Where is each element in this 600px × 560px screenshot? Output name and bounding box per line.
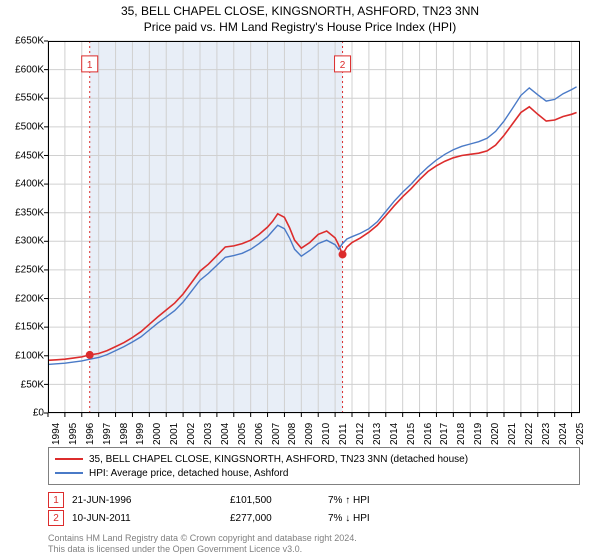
x-axis-tick-label: 2009 [304, 423, 315, 445]
y-axis-tick-label: £550K [0, 93, 44, 104]
license-text: Contains HM Land Registry data © Crown c… [48, 533, 568, 556]
x-axis-tick-label: 2011 [338, 424, 349, 446]
event-price: £101,500 [230, 495, 320, 506]
y-axis-tick-label: £250K [0, 265, 44, 276]
x-axis-tick-label: 1998 [119, 423, 130, 445]
legend-row: HPI: Average price, detached house, Ashf… [55, 466, 573, 480]
event-marker-box: 1 [48, 492, 64, 508]
event-row: 2 10-JUN-2011 £277,000 7% ↓ HPI [48, 509, 568, 527]
x-axis-tick-label: 1996 [85, 423, 96, 445]
y-axis-tick-label: £0 [0, 408, 44, 419]
event-table: 1 21-JUN-1996 £101,500 7% ↑ HPI 2 10-JUN… [48, 491, 568, 527]
y-axis-tick-label: £300K [0, 236, 44, 247]
x-axis-tick-label: 2010 [321, 423, 332, 445]
legend-label: 35, BELL CHAPEL CLOSE, KINGSNORTH, ASHFO… [89, 454, 468, 465]
x-axis-tick-label: 2013 [372, 423, 383, 445]
series-legend: 35, BELL CHAPEL CLOSE, KINGSNORTH, ASHFO… [48, 447, 580, 485]
x-axis-tick-label: 2020 [490, 423, 501, 445]
x-axis-tick-label: 2008 [287, 423, 298, 445]
line-chart-svg: 12 [48, 41, 580, 413]
y-axis-tick-label: £350K [0, 207, 44, 218]
event-price: £277,000 [230, 513, 320, 524]
x-axis-tick-label: 2017 [439, 423, 450, 445]
x-axis-tick-label: 1997 [102, 423, 113, 445]
x-axis-tick-label: 1994 [51, 423, 62, 445]
x-axis-tick-label: 2024 [558, 423, 569, 445]
x-axis-tick-label: 2014 [389, 423, 400, 445]
license-line: This data is licensed under the Open Gov… [48, 544, 568, 555]
x-axis-tick-label: 2000 [152, 423, 163, 445]
chart-title-line1: 35, BELL CHAPEL CLOSE, KINGSNORTH, ASHFO… [0, 0, 600, 20]
y-axis-tick-label: £650K [0, 36, 44, 47]
x-axis-tick-label: 2006 [254, 423, 265, 445]
y-axis-tick-label: £200K [0, 293, 44, 304]
event-row: 1 21-JUN-1996 £101,500 7% ↑ HPI [48, 491, 568, 509]
y-axis-tick-label: £400K [0, 179, 44, 190]
x-axis-tick-label: 2005 [237, 423, 248, 445]
event-date: 21-JUN-1996 [72, 495, 222, 506]
x-axis-tick-label: 2019 [473, 423, 484, 445]
legend-swatch [55, 458, 83, 460]
x-axis-tick-label: 2022 [524, 423, 535, 445]
legend-label: HPI: Average price, detached house, Ashf… [89, 468, 288, 479]
x-axis-tick-label: 1999 [135, 423, 146, 445]
legend-row: 35, BELL CHAPEL CLOSE, KINGSNORTH, ASHFO… [55, 452, 573, 466]
y-axis-tick-label: £450K [0, 150, 44, 161]
svg-text:2: 2 [340, 60, 346, 71]
x-axis-tick-label: 2001 [169, 423, 180, 445]
license-line: Contains HM Land Registry data © Crown c… [48, 533, 568, 544]
x-axis-tick-label: 2004 [220, 423, 231, 445]
y-axis-tick-label: £150K [0, 322, 44, 333]
event-date: 10-JUN-2011 [72, 513, 222, 524]
y-axis-tick-label: £600K [0, 64, 44, 75]
chart-title-line2: Price paid vs. HM Land Registry's House … [0, 20, 600, 36]
event-pct: 7% ↓ HPI [328, 513, 448, 524]
event-marker-box: 2 [48, 510, 64, 526]
x-axis-tick-label: 2007 [271, 423, 282, 445]
chart-area: 12 £0£50K£100K£150K£200K£250K£300K£350K£… [48, 41, 580, 413]
x-axis-tick-label: 2018 [456, 423, 467, 445]
x-axis-tick-label: 2023 [541, 423, 552, 445]
y-axis-tick-label: £500K [0, 122, 44, 133]
y-axis-tick-label: £50K [0, 379, 44, 390]
legend-swatch [55, 472, 83, 474]
x-axis-tick-label: 2016 [423, 423, 434, 445]
x-axis-tick-label: 2025 [575, 423, 586, 445]
svg-text:1: 1 [87, 60, 93, 71]
y-axis-tick-label: £100K [0, 350, 44, 361]
x-axis-tick-label: 2003 [203, 423, 214, 445]
x-axis-tick-label: 2015 [406, 423, 417, 445]
x-axis-tick-label: 2002 [186, 423, 197, 445]
x-axis-tick-label: 1995 [68, 423, 79, 445]
x-axis-tick-label: 2012 [355, 423, 366, 445]
x-axis-tick-label: 2021 [507, 423, 518, 445]
event-pct: 7% ↑ HPI [328, 495, 448, 506]
